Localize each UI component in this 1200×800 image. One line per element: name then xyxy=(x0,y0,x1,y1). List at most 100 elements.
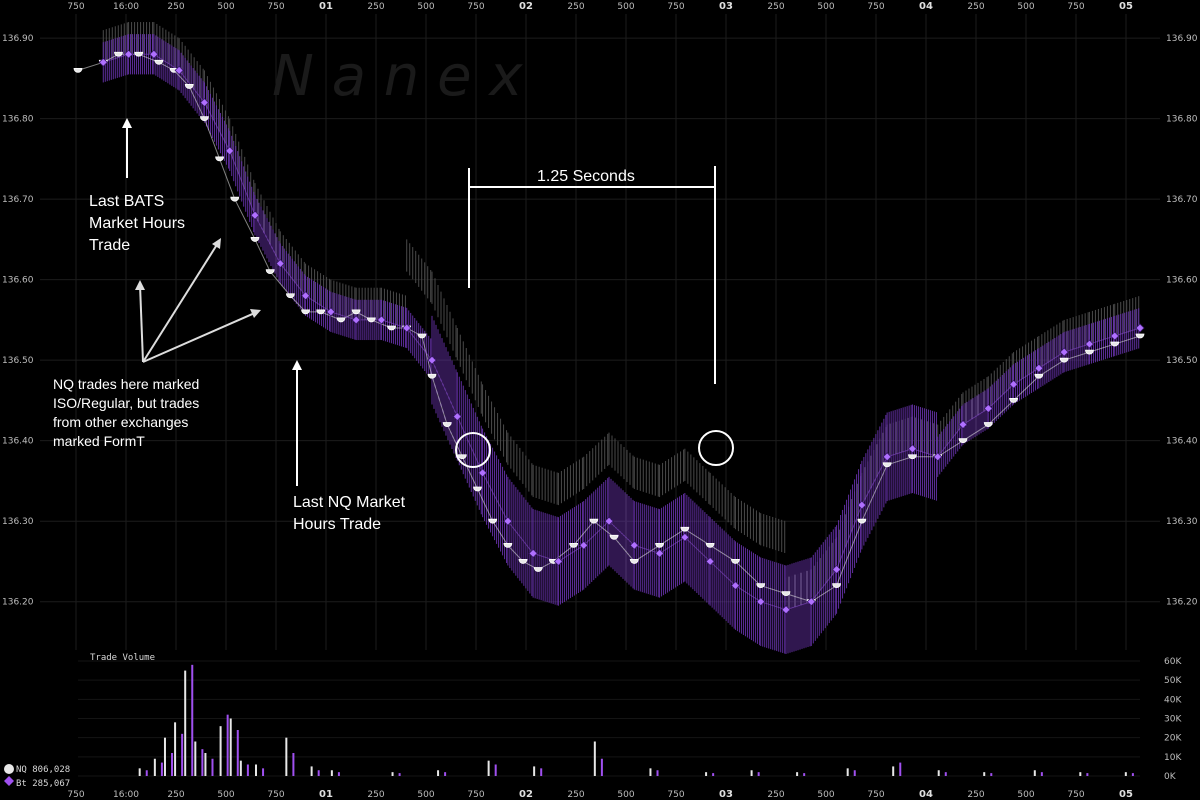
time-tick-label: 250 xyxy=(567,790,584,800)
legend-bt: Bt 285,067 xyxy=(16,779,70,789)
nq-trade-point xyxy=(1009,398,1018,403)
nq-trade-point xyxy=(73,67,83,73)
time-tick-label: 750 xyxy=(667,2,684,12)
annotation-bats: Last BATS Market Hours Trade xyxy=(89,118,185,254)
nq-trade-point xyxy=(215,156,225,162)
nq-trade-point xyxy=(680,526,690,532)
nq-trade-point xyxy=(983,422,993,427)
nq-trade-point xyxy=(569,542,579,548)
nq-trade-point xyxy=(366,317,376,323)
nq-trade-point xyxy=(589,518,599,524)
time-tick-label: 500 xyxy=(617,2,634,12)
nq-volume-bar xyxy=(649,768,652,776)
price-tick-label: 136.50 xyxy=(1166,356,1198,366)
nq-volume-bar xyxy=(255,764,257,776)
time-tick-label: 500 xyxy=(817,2,834,12)
span-label: 1.25 Seconds xyxy=(537,168,635,185)
nq-trade-point xyxy=(1135,333,1145,339)
nq-trade-point xyxy=(533,567,543,572)
nq-volume-bar xyxy=(1124,772,1127,776)
top-time-axis: 750 16:00 250 500 750 01 250 500 750 02 250 500 750 0… xyxy=(67,1,1133,12)
nq-volume-bar xyxy=(937,770,940,776)
nq-trade-point xyxy=(908,454,917,460)
bt-trade-point xyxy=(275,259,285,269)
bt-volume-bar xyxy=(246,764,249,776)
bt-volume-bar xyxy=(803,773,806,776)
iso-label-3: from other exchanges xyxy=(53,414,188,430)
bt-volume-bar xyxy=(145,770,148,776)
volume-tick-label: 0K xyxy=(1164,772,1177,782)
arrowhead-icon xyxy=(135,280,145,290)
arrowhead-icon xyxy=(292,360,302,370)
volume-tick-label: 10K xyxy=(1164,753,1182,763)
nq-trade-point xyxy=(857,518,867,524)
time-tick-label: 750 xyxy=(867,2,884,12)
nq-volume-bar xyxy=(391,772,394,776)
bt-trade-point xyxy=(1110,331,1120,341)
nq-volume-bar xyxy=(846,768,849,776)
nq-volume-bar xyxy=(983,772,986,776)
nq-series-line xyxy=(77,53,1141,603)
bt-trade-point xyxy=(1009,379,1019,389)
bt-trade-point xyxy=(1034,363,1044,373)
bt-trade-point xyxy=(225,146,235,156)
volume-tick-label: 40K xyxy=(1164,695,1182,705)
bt-trade-point xyxy=(528,548,538,558)
nq-trade-point xyxy=(473,486,482,492)
bt-volume-bar xyxy=(236,730,239,776)
bt-trade-point xyxy=(1059,347,1069,357)
bottom-time-axis: 750 16:00 250 500 750 01 250 500 750 02 250 500 750 0… xyxy=(67,789,1133,800)
trade-markers xyxy=(73,49,1145,615)
bt-volume-bar xyxy=(757,772,760,776)
bt-volume-bar xyxy=(337,772,340,776)
bt-trade-point xyxy=(958,420,968,430)
bt-trade-point xyxy=(301,291,311,301)
annotation-iso: NQ trades here marked ISO/Regular, but t… xyxy=(53,238,261,449)
nq-trade-point xyxy=(832,583,841,588)
bt-trade-point xyxy=(680,532,690,542)
bt-trade-point xyxy=(806,597,816,607)
time-tick-label: 500 xyxy=(817,790,834,800)
nq-trade-point xyxy=(154,59,164,65)
arrowhead-icon xyxy=(250,309,261,318)
annotation-nq: Last NQ Market Hours Trade xyxy=(292,360,406,533)
time-tick-label: 250 xyxy=(367,2,384,12)
nq-trade-point xyxy=(316,309,326,315)
bt-trade-point xyxy=(882,452,892,462)
price-tick-label: 136.50 xyxy=(2,356,34,366)
nq-trade-point xyxy=(705,542,715,548)
time-tick-label: 500 xyxy=(417,790,434,800)
bt-trade-point xyxy=(478,468,488,478)
arrowhead-icon xyxy=(122,118,132,128)
time-tick-label: 500 xyxy=(1017,2,1034,12)
nq-volume-bar xyxy=(204,753,207,776)
bt-volume-bar xyxy=(1131,773,1134,776)
bt-trade-point xyxy=(326,307,336,317)
nq-trade-point xyxy=(301,309,310,315)
time-tick-label: 750 xyxy=(667,790,684,800)
bt-trade-point xyxy=(857,500,867,510)
bt-volume-bar xyxy=(600,758,603,776)
nq-volume-bar xyxy=(138,768,141,776)
bt-volume-bar xyxy=(292,753,295,776)
time-tick-label: 250 xyxy=(967,2,984,12)
bt-trade-point xyxy=(553,556,563,567)
bt-volume-bar xyxy=(1086,773,1089,776)
bt-trade-point xyxy=(149,49,159,59)
nq-trade-point xyxy=(1059,357,1069,363)
bt-volume-bar xyxy=(899,762,902,776)
bt-volume-bar xyxy=(853,770,856,776)
bt-trade-point xyxy=(629,540,639,550)
time-tick-label: 03 xyxy=(719,789,733,800)
nq-trade-point xyxy=(285,293,295,299)
nq-trade-point xyxy=(336,317,346,323)
nq-trade-point xyxy=(655,542,664,548)
nq-trade-point xyxy=(442,422,452,427)
nq-trade-point xyxy=(756,583,766,588)
nq-trade-point xyxy=(351,309,361,315)
bt-volume-bar xyxy=(226,714,229,776)
nq-volume-bar xyxy=(437,770,440,776)
nq-trade-point xyxy=(882,462,892,468)
time-tick-label: 750 xyxy=(1067,790,1084,800)
